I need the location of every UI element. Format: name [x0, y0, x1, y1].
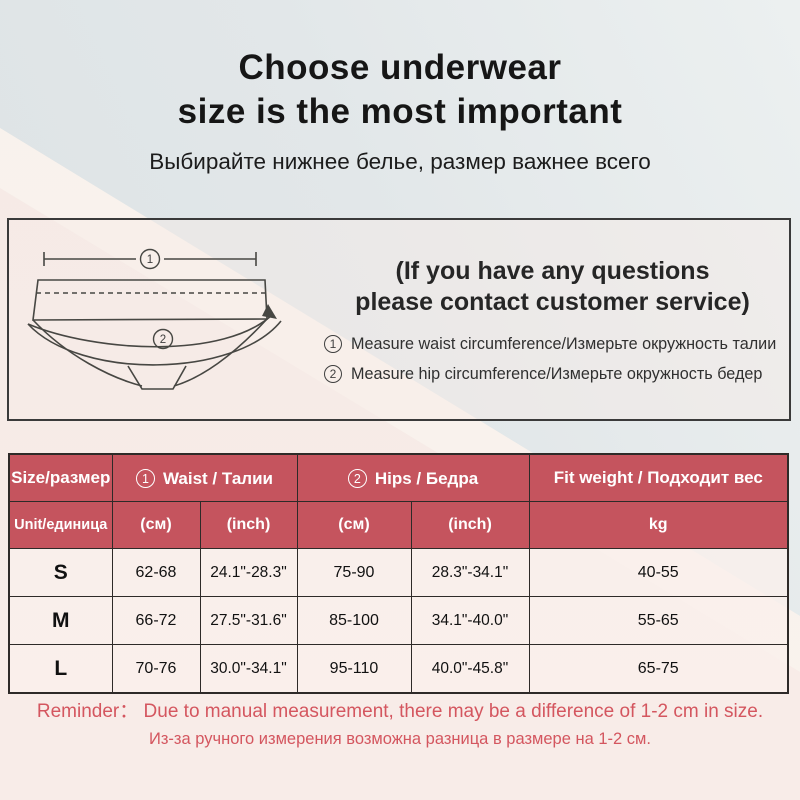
unit-waist-cm: (см): [111, 501, 201, 549]
cell-size: S: [8, 548, 113, 597]
page-header: Choose underwear size is the most import…: [0, 46, 800, 175]
cell-waist-cm: 70-76: [111, 644, 201, 694]
crotch-shape: [127, 365, 187, 390]
cell-hips-cm: 75-90: [296, 548, 412, 597]
instruction-text: Measure hip circumference/Измерьте окруж…: [351, 364, 763, 383]
right-leg-curve: [173, 318, 268, 387]
table-unit-row: Unit/единица (см) (inch) (см) (inch) kg: [8, 501, 789, 549]
circled-2-icon: [152, 328, 174, 350]
measure-instruction-list: 1 Measure waist circumference/Измерьте о…: [324, 335, 776, 384]
customer-service-note: (If you have any questions please contac…: [355, 256, 750, 318]
svg-text:1: 1: [147, 254, 153, 266]
page-title-line1: Choose underwear: [238, 48, 562, 87]
cell-waist-cm: 66-72: [111, 596, 201, 645]
col-header-fit-weight: Fit weight / Подходит вес: [528, 453, 789, 502]
cell-hips-cm: 85-100: [296, 596, 412, 645]
note-line2: please contact customer service): [355, 287, 750, 316]
table-row-size-s: S 62-68 24.1"-28.3" 75-90 28.3"-34.1" 40…: [8, 548, 789, 597]
reminder-block: Reminder： Due to manual measurement, the…: [0, 699, 800, 751]
note-line1: (If you have any questions: [395, 256, 710, 285]
circled-1-icon: 1: [324, 335, 342, 353]
svg-text:2: 2: [160, 334, 166, 346]
cell-hips-inch: 28.3"-34.1": [410, 548, 530, 597]
measurement-diagram-panel: 1 2 (If you have any questions please co…: [7, 218, 791, 421]
instruction-item-hip: 2 Measure hip circumference/Измерьте окр…: [324, 365, 776, 384]
cell-weight: 55-65: [528, 596, 789, 645]
reminder-text-ru: Из-за ручного измерения возможна разница…: [149, 730, 651, 748]
table-row-size-m: M 66-72 27.5"-31.6" 85-100 34.1"-40.0" 5…: [8, 596, 789, 645]
size-chart-table: Size/размер 1 Waist / Талии 2 Hips / Бед…: [8, 453, 789, 694]
cell-size: M: [8, 596, 113, 645]
unit-hips-cm: (см): [296, 501, 412, 549]
arrowhead-icon: [262, 304, 277, 319]
unit-row-label: Unit/единица: [8, 501, 113, 549]
table-row-size-l: L 70-76 30.0"-34.1" 95-110 40.0"-45.8" 6…: [8, 644, 789, 694]
waist-measure-line: 1: [43, 248, 257, 270]
diagram-text-block: (If you have any questions please contac…: [320, 220, 789, 419]
col-header-size: Size/размер: [8, 453, 113, 502]
cell-hips-inch: 40.0"-45.8": [410, 644, 530, 694]
circled-1-icon: 1: [136, 469, 155, 488]
page-title-line2: size is the most important: [177, 92, 623, 131]
underwear-diagram: 1 2: [27, 248, 282, 390]
reminder-text-en: Reminder： Due to manual measurement, the…: [36, 701, 764, 722]
unit-weight-kg: kg: [528, 501, 789, 549]
col-header-hips: 2 Hips / Бедра: [296, 453, 530, 502]
cell-size: L: [8, 644, 113, 694]
left-leg-curve: [32, 319, 143, 387]
hips-header-label: Hips / Бедра: [374, 468, 479, 488]
waist-header-label: Waist / Талии: [163, 468, 273, 488]
col-header-waist: 1 Waist / Талии: [111, 453, 298, 502]
instruction-item-waist: 1 Measure waist circumference/Измерьте о…: [324, 335, 776, 354]
circled-2-icon: 2: [324, 365, 342, 383]
cell-waist-inch: 27.5"-31.6": [199, 596, 298, 645]
circled-2-icon: 2: [347, 469, 367, 488]
cell-waist-inch: 24.1"-28.3": [199, 548, 298, 597]
hip-measure-loop: 2: [27, 304, 282, 366]
table-header-row: Size/размер 1 Waist / Талии 2 Hips / Бед…: [8, 453, 789, 502]
instruction-text: Measure waist circumference/Измерьте окр…: [351, 334, 777, 353]
cell-hips-inch: 34.1"-40.0": [410, 596, 530, 645]
cell-hips-cm: 95-110: [296, 644, 412, 694]
unit-hips-inch: (inch): [410, 501, 530, 549]
waistband-shape: [32, 279, 268, 321]
cell-waist-inch: 30.0"-34.1": [199, 644, 298, 694]
cell-weight: 40-55: [528, 548, 789, 597]
circled-1-icon: [139, 248, 161, 270]
cell-weight: 65-75: [528, 644, 789, 694]
cell-waist-cm: 62-68: [111, 548, 201, 597]
page-subtitle-russian: Выбирайте нижнее белье, размер важнее вс…: [149, 149, 651, 174]
unit-waist-inch: (inch): [199, 501, 298, 549]
